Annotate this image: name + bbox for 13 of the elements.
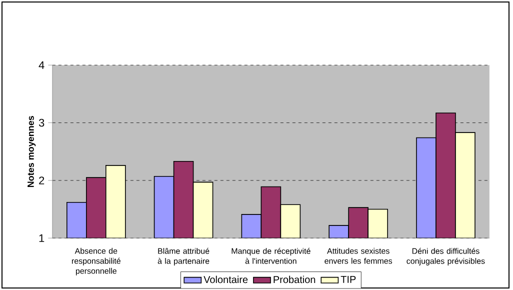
x-tick-label: Déni des difficultés conjugales prévisibles: [406, 248, 485, 266]
y-tick-label: 4: [38, 61, 44, 69]
legend-label: Probation: [274, 276, 316, 284]
y-tick-label: 1: [39, 234, 44, 242]
legend-label: TIP: [340, 276, 356, 283]
y-tick-label: 3: [38, 118, 44, 127]
y-tick-label: 2: [39, 176, 44, 184]
y-axis-title: Notes moyennes: [28, 116, 36, 188]
x-tick-label: Manque de réceptivité à l'intervention: [232, 248, 310, 264]
legend-label: Volontaire: [204, 276, 248, 284]
x-tick-label: Attitudes sexistes envers les femmes: [324, 248, 392, 264]
x-tick-label: Absence de responsabilité personnelle: [72, 248, 120, 276]
x-tick-label: Blâme attribué à la partenaire: [158, 248, 210, 266]
